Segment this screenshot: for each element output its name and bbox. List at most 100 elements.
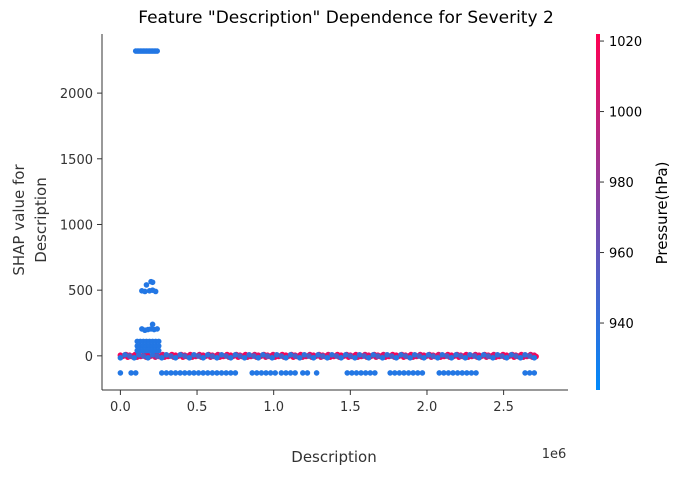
scatter-point [362, 370, 369, 376]
scatter-point [267, 370, 274, 376]
scatter-point [140, 353, 147, 359]
y-axis-ticks: 0 500 1000 1500 2000 [60, 87, 102, 365]
scatter-point [260, 351, 266, 358]
scatter-point [214, 355, 220, 361]
scatter-point [232, 351, 239, 358]
scatter-point [195, 353, 202, 359]
scatter-point [149, 279, 156, 286]
scatter-point [434, 355, 441, 361]
scatter-point [494, 351, 501, 358]
y-tick-label: 1000 [60, 218, 93, 233]
scatter-point [204, 370, 211, 376]
scatter-points [117, 48, 539, 376]
x-tick-label: 2.5 [493, 400, 514, 415]
scatter-point [172, 355, 179, 361]
scatter-point [296, 355, 303, 361]
scatter-point [209, 370, 216, 376]
scatter-point [356, 351, 363, 358]
scatter-point [315, 351, 321, 358]
scatter-point [186, 355, 193, 361]
scatter-point [122, 351, 128, 358]
chart-title: Feature "Description" Dependence for Sev… [138, 8, 554, 28]
scatter-point [310, 355, 317, 361]
scatter-point [379, 355, 386, 361]
scatter-point [468, 370, 475, 376]
scatter-point [250, 353, 257, 359]
scatter-point [480, 351, 487, 358]
colorbar-tick-label: 980 [609, 176, 634, 191]
scatter-point [398, 351, 404, 358]
scatter-point [313, 370, 320, 376]
scatter-point [467, 351, 473, 358]
scatter-point [457, 353, 464, 359]
scatter-point [365, 355, 372, 361]
scatter-point [255, 355, 262, 361]
scatter-point [347, 353, 354, 359]
y-tick-label: 500 [68, 284, 93, 299]
scatter-point [370, 351, 377, 358]
scatter-point [163, 370, 170, 376]
scatter-point [462, 355, 469, 361]
scatter-point [227, 355, 234, 361]
scatter-point [361, 353, 367, 359]
scatter-point [405, 370, 412, 376]
scatter-point [227, 370, 234, 376]
scatter-point [273, 351, 280, 358]
scatter-point [396, 370, 403, 376]
scatter-point [287, 370, 294, 376]
colorbar-ticks: 940 960 980 1000 1020 [600, 35, 642, 332]
scatter-point [401, 370, 407, 376]
scatter-point [246, 351, 252, 358]
scatter-point [391, 370, 398, 376]
scatter-point [223, 370, 229, 376]
scatter-point [152, 288, 159, 295]
scatter-point [522, 370, 528, 376]
scatter-point [287, 351, 294, 358]
scatter-point [200, 370, 206, 376]
scatter-point [436, 370, 443, 376]
scatter-point [450, 370, 456, 376]
scatter-point [439, 351, 446, 358]
scatter-point [132, 370, 139, 376]
scatter-point [154, 353, 160, 359]
scatter-point [126, 353, 133, 359]
scatter-point [172, 370, 179, 376]
scatter-point [304, 370, 311, 376]
scatter-point [155, 343, 162, 349]
scatter-point [473, 370, 479, 376]
scatter-point [258, 370, 265, 376]
colorbar-bar [596, 34, 600, 390]
scatter-point [388, 353, 395, 359]
colorbar: 940 960 980 1000 1020 Pressure(hPa) [596, 34, 671, 390]
x-axis-label: Description [291, 448, 376, 466]
scatter-point [163, 351, 170, 358]
scatter-point [485, 353, 492, 359]
y-tick-label: 1500 [60, 153, 93, 168]
scatter-point [471, 353, 478, 359]
scatter-point [531, 370, 538, 376]
scatter-point [393, 355, 400, 361]
scatter-point [145, 355, 151, 361]
scatter-point [333, 353, 340, 359]
x-tick-label: 2.0 [417, 400, 438, 415]
scatter-point [292, 353, 298, 359]
scatter-point [344, 370, 351, 376]
scatter-point [143, 282, 150, 288]
scatter-point [264, 353, 271, 359]
scatter-point [387, 370, 393, 376]
x-tick-label: 0.0 [110, 400, 131, 415]
scatter-point [358, 370, 364, 376]
y-tick-label: 0 [85, 350, 93, 365]
scatter-point [425, 351, 432, 358]
scatter-point [301, 351, 308, 358]
scatter-point [249, 370, 256, 376]
scatter-point [306, 353, 312, 359]
scatter-point [117, 370, 124, 376]
scatter-point [338, 355, 344, 361]
scatter-point [448, 355, 455, 361]
scatter-point [272, 370, 279, 376]
scatter-point [459, 370, 466, 376]
scatter-point [508, 351, 515, 358]
scatter-point [177, 351, 183, 358]
